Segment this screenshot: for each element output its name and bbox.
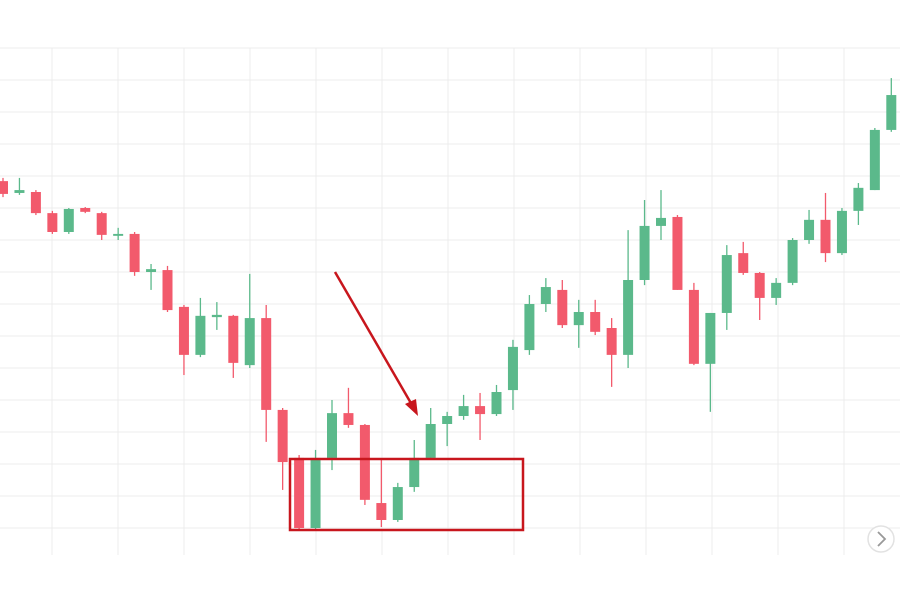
candle-body	[507, 346, 518, 391]
candle-body	[129, 233, 140, 272]
candle-body	[458, 406, 469, 416]
candle-body	[475, 406, 486, 415]
candle-body	[771, 282, 782, 298]
candle-body	[178, 306, 189, 355]
candle-body	[442, 416, 453, 424]
candle-body	[376, 503, 387, 520]
candle-body	[820, 219, 831, 254]
candle-body	[656, 217, 666, 226]
candle-body	[47, 213, 58, 232]
candle-body	[524, 304, 535, 351]
vertical-grid	[51, 48, 845, 555]
arrow-head	[405, 399, 418, 416]
candle-body	[294, 457, 305, 528]
candle-body	[754, 272, 765, 298]
horizontal-grid	[0, 47, 900, 529]
candle-body	[869, 129, 880, 191]
candle-body	[63, 208, 74, 232]
candle-body	[0, 181, 8, 194]
candles	[0, 78, 897, 530]
candle-body	[359, 424, 370, 500]
candle-body	[80, 208, 91, 212]
next-button-icon	[877, 531, 887, 547]
candle-body	[409, 457, 420, 488]
candle-body	[277, 409, 288, 463]
candle-body	[590, 312, 601, 332]
candle-body	[705, 312, 716, 364]
candle-body	[672, 216, 683, 290]
candle-body	[639, 225, 650, 280]
candle-body	[573, 312, 584, 326]
candle-body	[228, 315, 239, 363]
candle-body	[244, 318, 255, 366]
candle-body	[261, 318, 272, 410]
candle-body	[327, 413, 337, 458]
candle-body	[425, 424, 436, 458]
candle-body	[606, 328, 617, 355]
candle-body	[623, 280, 634, 355]
candle-body	[96, 213, 107, 235]
candle-body	[14, 190, 25, 193]
candle-body	[162, 270, 173, 311]
highlight-box	[288, 457, 525, 532]
candle-body	[804, 219, 815, 240]
candle-body	[721, 255, 732, 313]
next-button-circle[interactable]	[867, 525, 895, 553]
arrow-shaft	[333, 271, 414, 406]
candle-body	[787, 240, 798, 283]
candle-body	[211, 314, 222, 318]
candle-body	[540, 287, 551, 304]
next-button[interactable]	[867, 525, 895, 553]
candle-body	[557, 289, 568, 326]
candle-body	[195, 315, 206, 355]
candle-body	[113, 233, 124, 236]
candle-body	[836, 210, 847, 254]
candle-body	[688, 289, 699, 364]
candle-body	[343, 413, 354, 425]
candle-body	[886, 95, 897, 130]
candle-body	[310, 457, 321, 528]
candle-body	[392, 487, 403, 520]
candle-body	[853, 187, 864, 211]
candle-body	[30, 192, 41, 214]
candle-body	[146, 269, 157, 272]
candle-body	[491, 392, 502, 415]
candle-body	[738, 253, 749, 273]
